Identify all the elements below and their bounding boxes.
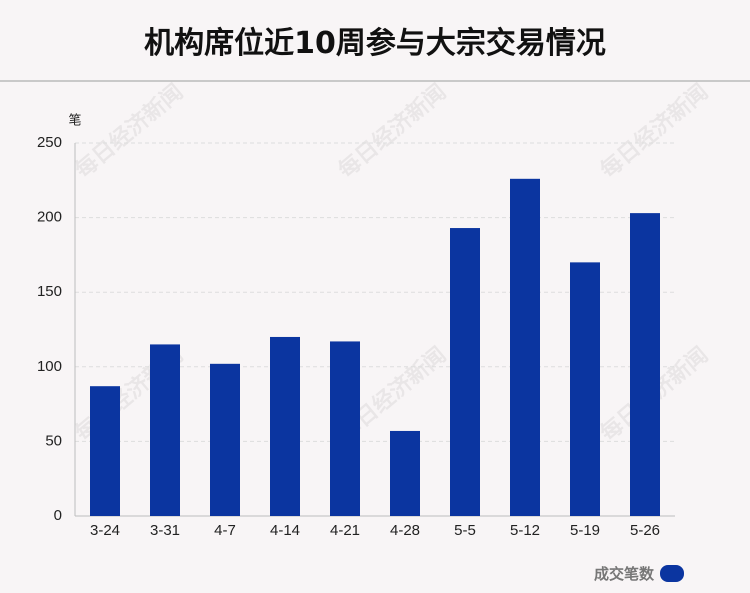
y-tick-label: 200 xyxy=(37,209,62,226)
legend-label: 成交笔数 xyxy=(593,565,654,583)
x-tick-label: 3-31 xyxy=(150,522,180,539)
bar xyxy=(150,344,180,516)
y-tick-label: 50 xyxy=(45,432,62,449)
bar xyxy=(450,228,480,516)
bar xyxy=(510,178,540,517)
y-tick-label: 250 xyxy=(37,134,62,151)
x-tick-label: 3-24 xyxy=(90,522,120,539)
x-tick-label: 5-26 xyxy=(630,522,660,539)
title-divider xyxy=(0,80,750,82)
x-tick-label: 4-14 xyxy=(270,522,300,539)
bar xyxy=(210,363,240,516)
legend-swatch xyxy=(660,565,684,582)
bar xyxy=(630,213,660,516)
bar xyxy=(570,262,600,516)
x-tick-label: 4-21 xyxy=(330,522,360,539)
y-tick-label: 100 xyxy=(37,358,62,375)
x-tick-label: 5-19 xyxy=(570,522,600,539)
x-tick-label: 5-5 xyxy=(454,522,476,539)
legend: 成交笔数 xyxy=(594,563,684,584)
chart-title: 机构席位近10周参与大宗交易情况 xyxy=(144,26,606,61)
bar xyxy=(330,341,360,516)
watermark-text: 每日经济新闻 xyxy=(70,79,188,184)
watermark-text: 每日经济新闻 xyxy=(333,79,451,184)
watermark-text: 每日经济新闻 xyxy=(595,79,713,184)
x-tick-label: 5-12 xyxy=(510,522,540,539)
x-tick-label: 4-28 xyxy=(390,522,420,539)
bar xyxy=(270,336,300,516)
y-tick-label: 150 xyxy=(37,283,62,300)
x-tick-label: 4-7 xyxy=(214,522,236,539)
y-tick-label: 0 xyxy=(54,507,62,524)
y-axis-unit-label: 笔 xyxy=(68,113,81,129)
bar xyxy=(390,430,420,516)
bar xyxy=(90,386,120,516)
